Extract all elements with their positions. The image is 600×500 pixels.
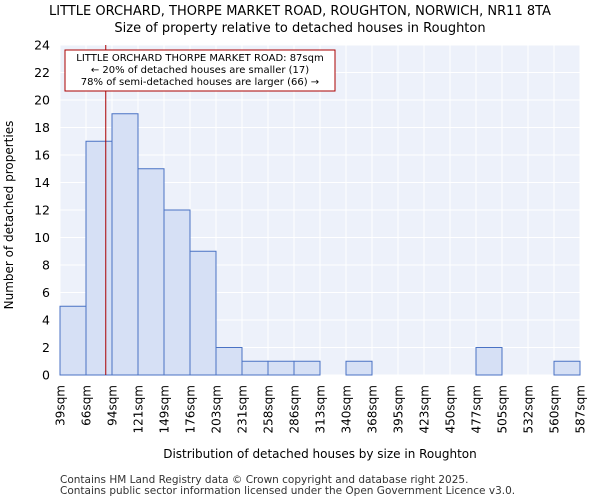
y-tick-label: 20 xyxy=(34,93,50,108)
y-axis-label: Number of detached properties xyxy=(2,121,16,310)
y-tick-label: 24 xyxy=(34,38,50,53)
chart-subtitle: Size of property relative to detached ho… xyxy=(114,21,486,36)
x-axis-label: Distribution of detached houses by size … xyxy=(163,447,477,461)
annotation-line: 78% of semi-detached houses are larger (… xyxy=(81,77,319,88)
x-tick-label: 340sqm xyxy=(340,385,354,433)
footer-line-1: Contains HM Land Registry data © Crown c… xyxy=(60,474,469,486)
y-tick-label: 22 xyxy=(34,65,50,80)
x-tick-label: 176sqm xyxy=(184,385,198,433)
marker: LITTLE ORCHARD THORPE MARKET ROAD: 87sqm… xyxy=(64,45,336,375)
x-tick-label: 286sqm xyxy=(288,385,302,433)
bar xyxy=(189,250,217,376)
chart-title: LITTLE ORCHARD, THORPE MARKET ROAD, ROUG… xyxy=(49,4,551,19)
x-tick-label: 368sqm xyxy=(366,385,380,433)
x-tick-label: 258sqm xyxy=(262,385,276,433)
bar xyxy=(241,360,269,376)
bar xyxy=(59,305,87,376)
x-tick-label: 477sqm xyxy=(470,385,484,433)
y-tick-label: 0 xyxy=(42,368,50,383)
bar xyxy=(85,140,113,376)
bar xyxy=(111,113,139,376)
y-tick-label: 12 xyxy=(34,203,50,218)
bar xyxy=(163,209,191,376)
y-tick-label: 10 xyxy=(34,230,50,245)
x-tick-label: 560sqm xyxy=(548,385,562,433)
annotation-line: ← 20% of detached houses are smaller (17… xyxy=(91,65,309,76)
bar xyxy=(553,360,581,376)
y-tick-label: 18 xyxy=(34,120,50,135)
annotation-box xyxy=(64,49,336,92)
x-tick-label: 121sqm xyxy=(132,385,146,433)
bar xyxy=(215,347,243,376)
y-tick-label: 2 xyxy=(42,340,50,355)
x-tick-label: 505sqm xyxy=(496,385,510,433)
x-tick-label: 450sqm xyxy=(444,385,458,433)
bar xyxy=(345,360,373,376)
y-tick-label: 4 xyxy=(42,313,50,328)
x-tick-label: 39sqm xyxy=(54,385,68,426)
y-tick-label: 8 xyxy=(42,258,50,273)
bar xyxy=(293,360,321,376)
bars xyxy=(59,113,581,376)
x-tick-label: 231sqm xyxy=(236,385,250,433)
x-tick-label: 423sqm xyxy=(418,385,432,433)
x-tick-label: 203sqm xyxy=(210,385,224,433)
x-tick-label: 66sqm xyxy=(80,385,94,426)
bar xyxy=(137,168,165,376)
x-tick-label: 94sqm xyxy=(106,385,120,426)
annotation-line: LITTLE ORCHARD THORPE MARKET ROAD: 87sqm xyxy=(76,53,323,64)
y-tick-label: 16 xyxy=(34,148,50,163)
bar xyxy=(267,360,295,376)
x-tick-label: 313sqm xyxy=(314,385,328,433)
bar xyxy=(475,347,503,376)
x-tick-label: 532sqm xyxy=(522,385,536,433)
x-tick-label: 395sqm xyxy=(392,385,406,433)
y-tick-label: 6 xyxy=(42,285,50,300)
x-tick-label: 149sqm xyxy=(158,385,172,433)
y-tick-label: 14 xyxy=(34,175,50,190)
footer-line-2: Contains public sector information licen… xyxy=(60,485,516,497)
x-tick-label: 587sqm xyxy=(574,385,588,433)
